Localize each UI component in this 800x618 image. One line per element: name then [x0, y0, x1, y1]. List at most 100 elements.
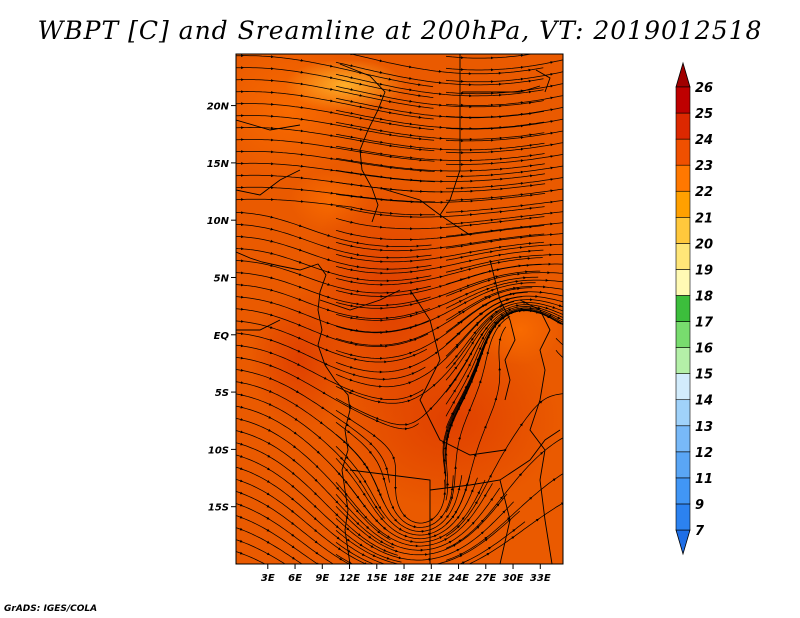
x-tick-label: 27E [475, 573, 496, 584]
streamline-arrow [550, 211, 554, 215]
streamline-arrow [350, 280, 354, 284]
streamline-arrow [440, 256, 443, 259]
streamline-arrow [344, 492, 348, 496]
streamline-arrow [403, 514, 407, 518]
streamline [445, 263, 563, 285]
streamline-arrow [378, 400, 382, 404]
streamline-arrow [469, 352, 472, 356]
colorbar-box [675, 138, 691, 166]
streamline-arrow [550, 131, 554, 135]
streamline [335, 521, 526, 564]
streamline-arrow [470, 148, 473, 152]
streamline-arrow [535, 518, 539, 522]
streamline-arrow [475, 323, 479, 327]
streamline-arrow [408, 366, 412, 369]
streamline-arrow [550, 166, 554, 170]
streamline-arrow [461, 127, 464, 131]
streamline-arrow [498, 367, 502, 371]
streamline-arrow [499, 305, 503, 308]
streamline-arrow [454, 354, 458, 358]
streamline-arrow [439, 125, 443, 129]
streamline-arrow [271, 114, 274, 118]
streamline-arrow [313, 517, 317, 521]
streamline-arrow [409, 133, 413, 137]
streamline-arrow [354, 357, 358, 361]
streamline-arrow [550, 61, 554, 64]
streamline-arrow [323, 376, 327, 380]
streamline-arrow [461, 68, 464, 71]
streamline [335, 157, 545, 172]
streamline-arrow [300, 141, 304, 145]
streamline-arrow [240, 393, 244, 397]
streamline [236, 442, 398, 556]
colorbar-label: 23 [695, 159, 713, 174]
streamline-arrow [459, 320, 463, 324]
streamline-arrow [461, 210, 464, 213]
streamline-arrow [550, 84, 554, 88]
streamline-arrow [350, 328, 354, 332]
streamline-arrow [456, 548, 460, 552]
streamline-arrow [388, 89, 392, 92]
streamline-arrow [375, 419, 380, 422]
streamline-arrow [291, 522, 295, 525]
streamline-arrow [350, 256, 354, 260]
streamline-arrow [330, 145, 334, 149]
streamline-arrow [497, 323, 501, 327]
streamline-arrow [241, 259, 244, 263]
streamline-arrow [468, 268, 472, 271]
streamline-arrow [385, 467, 388, 471]
streamline [445, 286, 563, 321]
x-tick-label: 15E [366, 573, 387, 584]
streamline-arrow [424, 553, 428, 556]
streamline-arrow [470, 179, 474, 183]
streamline-arrow [299, 248, 303, 252]
colorbar: 7 9 11 12 13 14 15 16 17 18 19 20 21 22 23 24 25 26 [675, 61, 714, 556]
streamline-arrow [410, 200, 414, 204]
streamline-arrow [270, 239, 274, 243]
streamline-arrow [350, 244, 354, 248]
streamline-arrow [300, 176, 304, 180]
streamline-arrow [438, 305, 442, 308]
streamline-arrow [491, 185, 494, 188]
streamline-arrow [470, 189, 474, 193]
streamline-arrow [380, 318, 384, 322]
streamline-arrow [490, 250, 494, 254]
streamline-arrow [440, 246, 444, 250]
streamline-arrow [499, 136, 503, 140]
streamline-arrow [327, 270, 331, 274]
streamline-arrow [379, 385, 383, 388]
streamline-arrow [469, 223, 473, 227]
streamline-arrow [241, 247, 244, 251]
streamline-arrow [298, 298, 302, 301]
streamline-arrow [359, 116, 363, 120]
streamline-arrow [409, 326, 413, 330]
streamline-arrow [271, 67, 274, 70]
streamline-arrow [462, 561, 466, 564]
streamline-arrow [392, 456, 395, 460]
streamline-arrow [550, 189, 554, 193]
streamline-arrow [460, 267, 464, 271]
streamline-arrow [491, 115, 494, 119]
streamline-arrow [380, 260, 384, 263]
streamline [335, 510, 520, 564]
streamline-arrow [339, 557, 343, 561]
streamline [335, 470, 486, 543]
streamline-arrow [439, 114, 443, 118]
footer-credit: GrADS: IGES/COLA [4, 604, 98, 614]
streamline-arrow [490, 218, 494, 222]
streamline-arrow [491, 92, 494, 95]
streamline-arrow [376, 416, 380, 420]
streamline-arrow [433, 534, 437, 538]
streamline-arrow [490, 497, 493, 501]
streamline [335, 85, 544, 108]
streamline-arrow [455, 345, 459, 349]
x-tick-label: 12E [339, 573, 360, 584]
streamline-arrow [469, 242, 473, 245]
streamline-arrow [379, 106, 383, 109]
streamline-arrow [439, 265, 443, 269]
streamline-arrow [387, 535, 391, 538]
streamline-arrow [491, 103, 494, 107]
streamline-arrow [241, 283, 244, 287]
streamline [236, 272, 431, 306]
streamline-arrow [476, 321, 480, 325]
